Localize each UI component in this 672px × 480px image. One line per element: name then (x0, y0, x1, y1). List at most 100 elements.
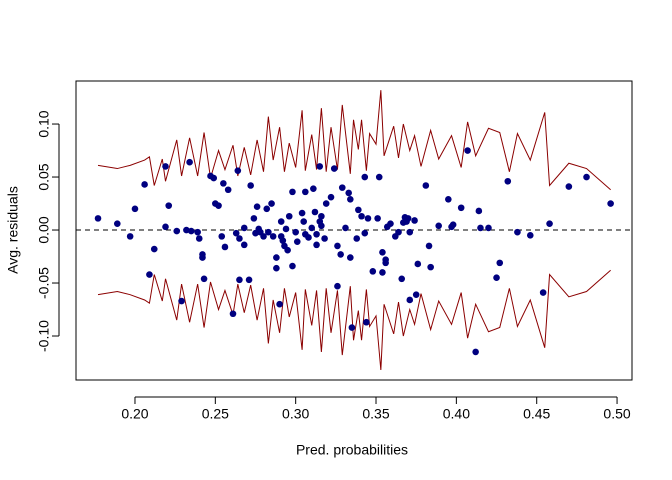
point (240, 224, 248, 232)
point (427, 263, 434, 271)
point (215, 202, 222, 209)
point (539, 289, 547, 296)
point (165, 202, 173, 209)
point (363, 318, 370, 326)
point (250, 215, 258, 222)
x-tick-label: 0.35 (362, 406, 389, 422)
point (150, 245, 158, 253)
point (364, 215, 372, 222)
point (493, 274, 500, 282)
point (289, 262, 296, 270)
point (607, 200, 614, 207)
x-tick-label: 0.40 (443, 406, 470, 422)
point (94, 215, 102, 222)
point (348, 324, 356, 331)
point (379, 248, 386, 256)
point (318, 212, 325, 220)
point (220, 180, 227, 187)
point (284, 246, 291, 254)
point (422, 182, 430, 189)
point (345, 189, 352, 197)
point (347, 254, 354, 261)
point (361, 173, 369, 181)
point (210, 174, 218, 182)
point (146, 271, 153, 278)
point (240, 241, 248, 249)
point (404, 215, 412, 222)
x-tick-label: 0.45 (523, 406, 550, 422)
point (464, 147, 471, 154)
point (236, 276, 243, 284)
point (245, 276, 253, 284)
point (232, 229, 240, 237)
point (496, 259, 504, 267)
point (406, 296, 414, 304)
point (338, 184, 346, 191)
point (279, 237, 287, 244)
point (131, 205, 139, 213)
point (369, 268, 377, 275)
point (321, 235, 328, 242)
point (347, 195, 354, 203)
point (247, 182, 254, 189)
point (313, 230, 320, 238)
x-tick-label: 0.20 (121, 406, 148, 422)
point (277, 218, 285, 225)
point (435, 222, 442, 230)
point (406, 228, 414, 236)
point (353, 235, 361, 242)
point (200, 275, 208, 283)
point (265, 228, 272, 236)
point (311, 208, 319, 216)
point (382, 259, 389, 267)
point (308, 224, 316, 232)
point (224, 186, 232, 194)
point (375, 173, 383, 181)
point (526, 232, 534, 239)
x-axis-label: Pred. probabilities (296, 442, 408, 458)
point (141, 181, 148, 188)
point (395, 228, 402, 236)
point (302, 188, 309, 196)
point (355, 206, 362, 214)
point (414, 260, 422, 268)
point (269, 233, 277, 240)
x-tick-label: 0.25 (202, 406, 229, 422)
point (334, 242, 341, 250)
point (361, 229, 369, 237)
point (411, 217, 418, 224)
point (229, 310, 237, 318)
point (285, 212, 293, 220)
point (268, 200, 275, 207)
x-tick-label: 0.30 (282, 406, 309, 422)
point (282, 225, 290, 233)
point (173, 227, 181, 235)
point (358, 212, 365, 220)
point (477, 224, 484, 232)
point (374, 215, 381, 222)
point (449, 221, 457, 229)
point (412, 291, 420, 298)
point (387, 220, 394, 227)
y-tick-label: -0.10 (36, 320, 52, 352)
point (113, 220, 121, 227)
y-tick-label: 0.00 (36, 216, 52, 243)
point (379, 269, 386, 276)
point (485, 224, 492, 232)
point (337, 251, 344, 258)
point (263, 205, 271, 213)
point (276, 300, 283, 308)
point (300, 218, 308, 225)
band-line (97, 90, 611, 191)
point (298, 209, 306, 217)
point (260, 233, 267, 240)
x-tick-label: 0.50 (603, 406, 630, 422)
point (472, 348, 479, 356)
point (199, 254, 206, 261)
point (305, 234, 312, 241)
point (327, 193, 335, 201)
y-tick-label: -0.05 (36, 267, 52, 299)
point (330, 165, 338, 172)
point (289, 188, 296, 196)
